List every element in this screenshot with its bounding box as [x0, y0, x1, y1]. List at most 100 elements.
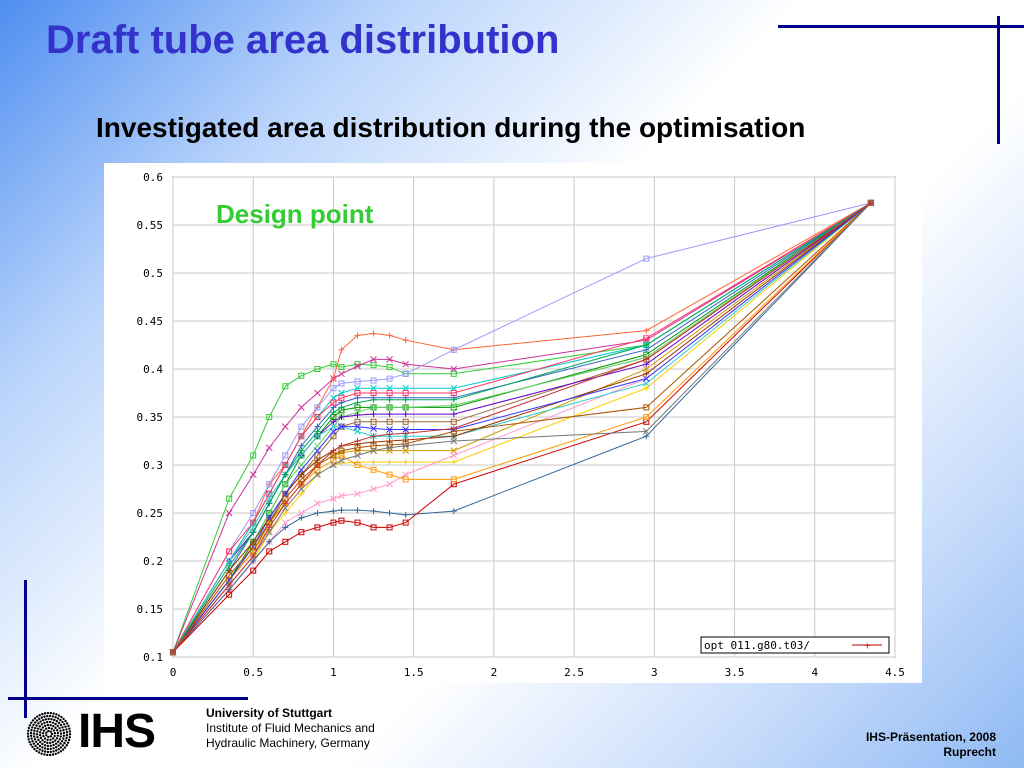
data-point — [450, 459, 457, 466]
seal-dot — [49, 744, 52, 748]
seal-dot — [38, 713, 41, 717]
data-point — [450, 437, 458, 445]
data-point — [386, 438, 393, 444]
institute-line-2: Hydraulic Machinery, Germany — [206, 736, 370, 750]
seal-dot — [41, 726, 45, 729]
data-point — [266, 500, 273, 507]
data-point — [330, 385, 337, 392]
seal-dot — [36, 746, 39, 750]
seal-dot — [65, 736, 68, 740]
seal-dot — [43, 740, 46, 744]
data-point — [386, 356, 393, 363]
data-point — [402, 426, 409, 433]
data-point — [338, 364, 345, 371]
data-point — [354, 399, 361, 406]
data-point — [402, 430, 409, 437]
data-point — [642, 365, 650, 373]
data-point — [386, 396, 393, 403]
data-point — [330, 409, 337, 416]
author-name: Ruprecht — [943, 745, 996, 759]
data-point — [386, 375, 393, 382]
data-point — [338, 394, 345, 401]
data-point — [250, 553, 257, 560]
data-point — [370, 508, 377, 515]
seal-dot — [48, 720, 52, 724]
data-point — [386, 390, 393, 396]
data-point — [354, 507, 361, 514]
seal-dot — [57, 714, 61, 717]
seal-dot — [59, 746, 63, 749]
data-point — [386, 411, 393, 418]
seal-dot — [65, 744, 68, 747]
series-path — [172, 202, 872, 653]
data-point — [386, 480, 393, 488]
seal-dot — [35, 724, 38, 727]
seal-dot — [37, 722, 40, 725]
data-point — [643, 335, 650, 342]
data-point — [370, 377, 377, 384]
data-point — [282, 462, 289, 468]
x-tick-label: 3.5 — [725, 666, 745, 679]
seal-dot — [49, 723, 52, 727]
seal-dot — [28, 724, 32, 727]
seal-dot — [40, 716, 43, 719]
data-point — [402, 459, 409, 466]
seal-dot — [52, 724, 55, 728]
seal-dot — [46, 711, 50, 715]
data-point — [226, 582, 233, 588]
seal-dot — [48, 753, 52, 757]
x-tick-label: 4.5 — [885, 666, 905, 679]
series-path — [172, 202, 872, 653]
series-path — [172, 202, 872, 653]
chart-grid — [172, 176, 896, 658]
data-point — [250, 567, 257, 574]
seal-dot — [53, 718, 56, 722]
data-point — [265, 444, 273, 452]
data-point — [314, 462, 321, 468]
data-point — [338, 517, 345, 524]
series-line-16 — [170, 199, 874, 656]
data-point — [450, 370, 457, 377]
y-tick-label: 0.2 — [143, 555, 163, 568]
data-point — [450, 476, 457, 483]
seal-dot — [27, 729, 30, 732]
y-tick-label: 0.35 — [137, 411, 164, 424]
data-point — [314, 524, 321, 531]
seal-dot — [49, 750, 52, 754]
data-point — [330, 428, 337, 435]
seal-dot — [42, 734, 45, 738]
seal-dot — [38, 733, 42, 737]
data-point — [298, 509, 305, 517]
data-point — [338, 442, 345, 449]
data-point — [314, 404, 321, 411]
data-point — [338, 370, 345, 378]
data-point — [370, 438, 377, 445]
data-point — [370, 425, 377, 432]
data-point — [338, 414, 345, 420]
series-path — [172, 202, 872, 653]
series-path — [172, 202, 872, 653]
data-point — [266, 548, 273, 555]
data-point — [354, 452, 361, 459]
bottom-left-horizontal-rule — [8, 697, 248, 700]
data-point — [402, 337, 409, 344]
seal-dot — [62, 717, 65, 721]
seal-dot — [29, 743, 33, 746]
data-point — [330, 399, 337, 406]
seal-dot — [51, 737, 55, 740]
seal-dot — [41, 732, 45, 735]
seal-dot — [68, 736, 71, 739]
seal-dot — [52, 743, 55, 747]
series-path — [172, 202, 872, 653]
seal-dot — [61, 720, 64, 724]
seal-dot — [39, 736, 43, 740]
series-line-24 — [170, 199, 874, 656]
data-point — [330, 495, 337, 502]
data-point — [402, 418, 409, 425]
area-distribution-chart: 0 0.5 1 1.5 2 2.5 3 3.5 4 4.5 0.1 0.15 0.2 0.25 0.3 0.3… — [104, 163, 922, 683]
data-point — [402, 519, 409, 526]
seal-dot — [43, 721, 46, 725]
data-point — [450, 396, 457, 403]
data-point — [386, 404, 393, 411]
legend-label: opt 011.g80.t03/ — [704, 639, 810, 652]
